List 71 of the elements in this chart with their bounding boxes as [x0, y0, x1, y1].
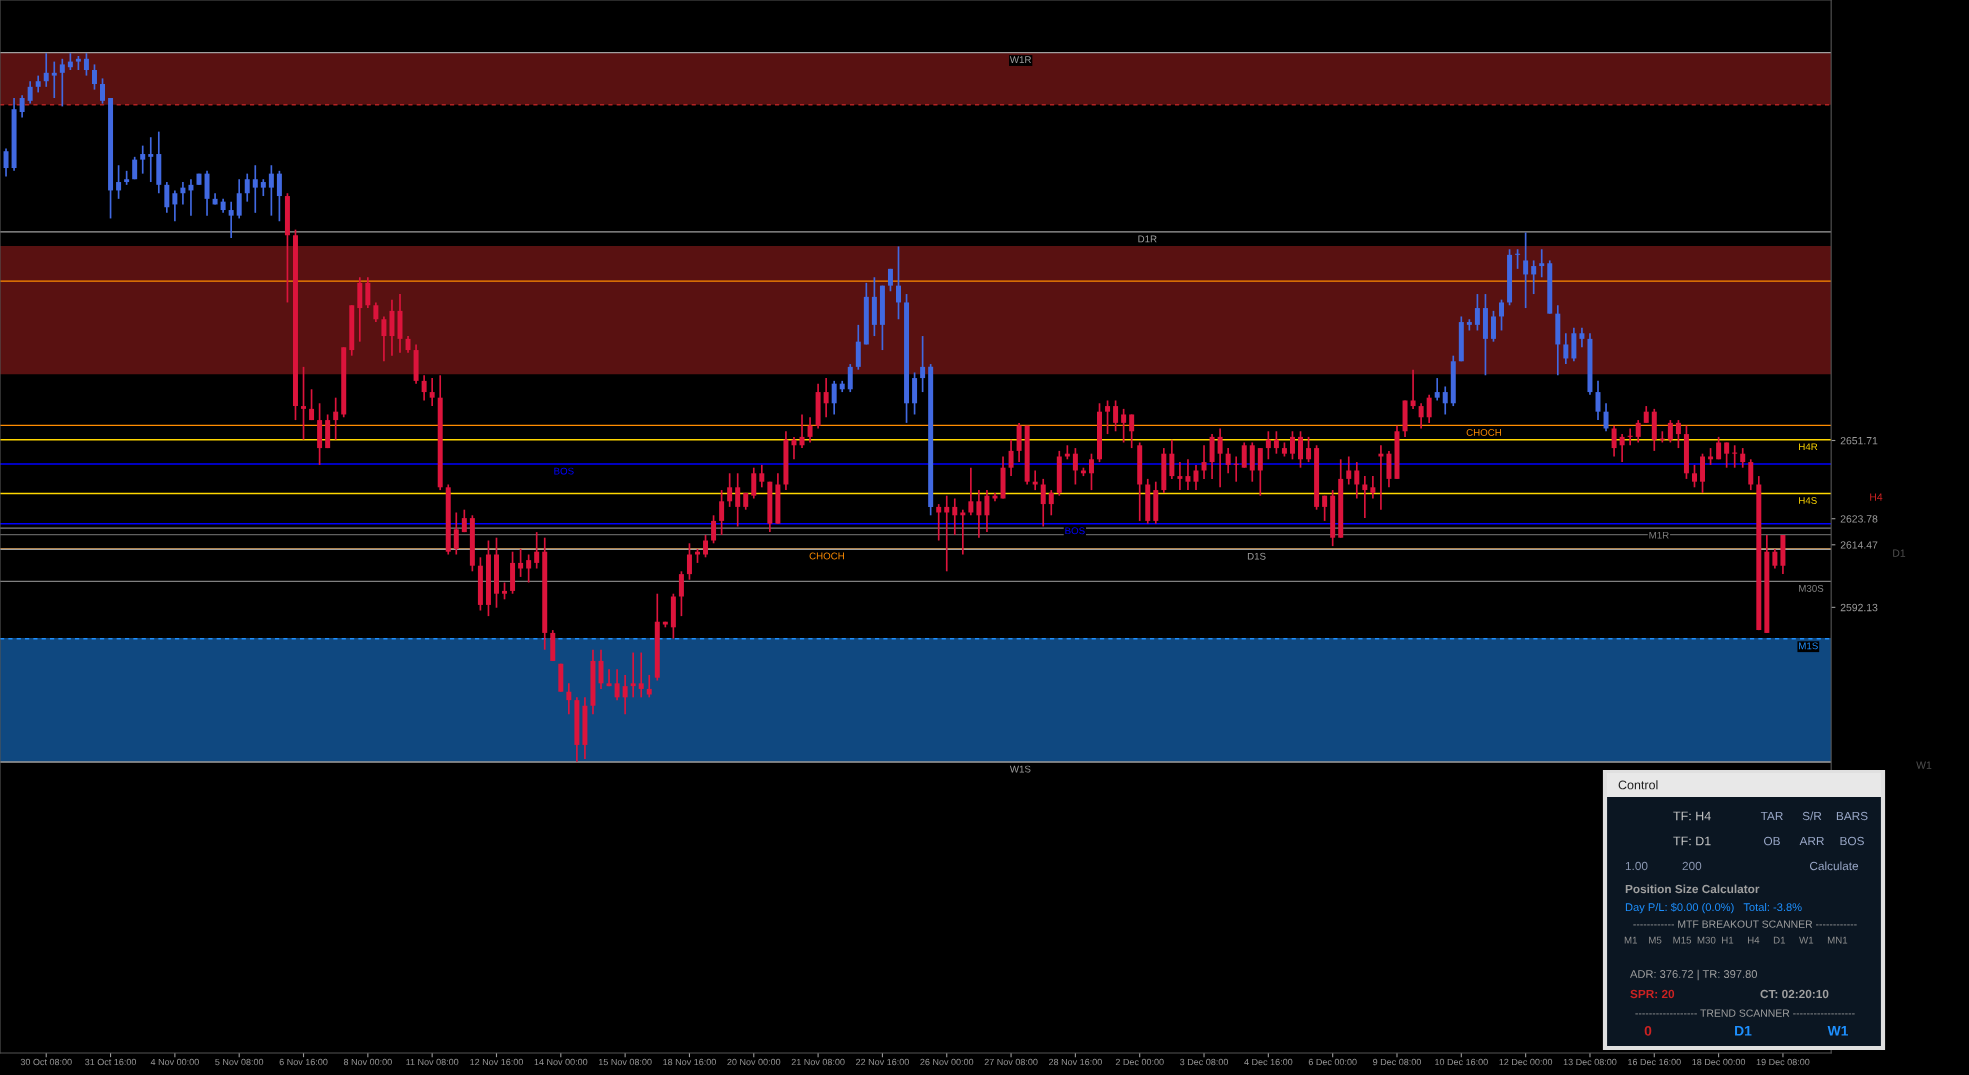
y-tick-label: 2651.71: [1840, 437, 1878, 445]
annotation: ------------ MTF BREAKOUT SCANNER ------------: [1633, 920, 1857, 928]
x-tick-label: 18 Dec 00:00: [1692, 1058, 1746, 1066]
text: BOS: [1840, 836, 1864, 846]
text: W1: [1916, 761, 1932, 769]
annotation: CT: 02:20:10: [1760, 989, 1829, 999]
x-tick-label: 3 Dec 08:00: [1180, 1058, 1229, 1066]
annotation: SPR: 20: [1630, 989, 1675, 999]
x-tick-label: 11 Nov 08:00: [406, 1058, 459, 1066]
x-tick-label: 8 Nov 00:00: [343, 1058, 392, 1066]
x-tick-label: 20 Nov 00:00: [727, 1058, 781, 1066]
x-tick-label: 26 Nov 00:00: [920, 1058, 974, 1066]
annotation: D1: [1735, 1026, 1752, 1036]
x-tick-label: 12 Dec 00:00: [1499, 1058, 1553, 1066]
text: ARR: [1799, 836, 1824, 846]
annotation: OB: [1764, 836, 1780, 846]
annotation: TF: H4: [1673, 811, 1711, 821]
ref-line-label: CHOCH: [809, 552, 844, 560]
ref-line-label: H4S: [1799, 497, 1817, 504]
x-tick-label: 6 Dec 00:00: [1308, 1058, 1357, 1066]
ref-line-label: D1R: [1138, 235, 1157, 243]
text: Calculate: [1809, 861, 1859, 871]
x-tick-label: 4 Dec 16:00: [1244, 1058, 1293, 1066]
ref-line-label: W1R: [1009, 56, 1032, 64]
x-tick-label: 6 Nov 16:00: [279, 1058, 328, 1066]
y-tick-label: 2614.47: [1840, 541, 1878, 549]
x-tick-label: 4 Nov 00:00: [150, 1058, 199, 1066]
x-tick-label: 9 Dec 08:00: [1373, 1058, 1421, 1066]
x-tick-label: 13 Dec 08:00: [1563, 1058, 1617, 1066]
x-tick-label: 16 Dec 16:00: [1628, 1058, 1681, 1066]
ref-line-label: W1S: [1009, 765, 1031, 773]
annotation: ------------------ TREND SCANNER ------------------: [1635, 1009, 1855, 1017]
x-tick-label: 18 Nov 16:00: [663, 1058, 716, 1066]
text: BARS: [1836, 811, 1868, 821]
x-tick-label: 21 Nov 08:00: [791, 1058, 845, 1066]
text: W1: [1827, 1026, 1849, 1036]
ref-line-label: BOS: [1065, 527, 1085, 535]
annotation: Day P/L: $0.00 (0.0%) Total: -3.8%: [1625, 902, 1802, 914]
ref-line-label: D1S: [1247, 552, 1266, 560]
x-tick-label: 10 Dec 16:00: [1435, 1058, 1488, 1066]
x-tick-label: 19 Dec 08:00: [1756, 1058, 1810, 1066]
text: D1: [1893, 549, 1906, 557]
ref-line-label: H4R: [1799, 443, 1818, 451]
x-tick-label: 2 Dec 00:00: [1115, 1058, 1164, 1066]
ref-line-label: M1S: [1799, 642, 1818, 650]
annotation: 0: [1644, 1025, 1652, 1036]
y-tick-label: 2592.13: [1840, 603, 1878, 612]
ref-line-label: M30S: [1799, 585, 1824, 592]
annotation: TF: D1: [1673, 836, 1711, 846]
ref-line-label: BOS: [554, 467, 574, 475]
x-tick-label: 15 Nov 08:00: [598, 1058, 652, 1066]
x-tick-label: 30 Oct 08:00: [20, 1058, 72, 1066]
x-tick-label: 22 Nov 16:00: [856, 1058, 909, 1066]
annotation: 1.00: [1625, 861, 1648, 871]
x-tick-label: 12 Nov 16:00: [470, 1058, 523, 1066]
annotation: 200: [1682, 861, 1702, 871]
annotation: Position Size Calculator: [1625, 884, 1760, 894]
ref-line-label: CHOCH: [1466, 429, 1501, 436]
annotation: ADR: 376.72 | TR: 397.80: [1630, 969, 1758, 981]
annotation: Control: [1618, 780, 1658, 790]
y-tick-label: 2623.78: [1840, 515, 1878, 523]
x-tick-label: 5 Nov 08:00: [215, 1058, 264, 1066]
x-tick-label: 14 Nov 00:00: [534, 1058, 588, 1066]
annotation: TAR: [1760, 811, 1783, 821]
annotation: M1 M5 M15 M30 H1 H4 D1 W1 MN1: [1624, 936, 1848, 944]
text: S/R: [1802, 811, 1822, 821]
x-tick-label: 28 Nov 16:00: [1048, 1058, 1102, 1066]
text: H4: [1870, 493, 1883, 501]
ref-line-label: M1R: [1649, 531, 1669, 539]
x-tick-label: 31 Oct 16:00: [85, 1058, 137, 1066]
x-tick-label: 27 Nov 08:00: [984, 1058, 1038, 1066]
